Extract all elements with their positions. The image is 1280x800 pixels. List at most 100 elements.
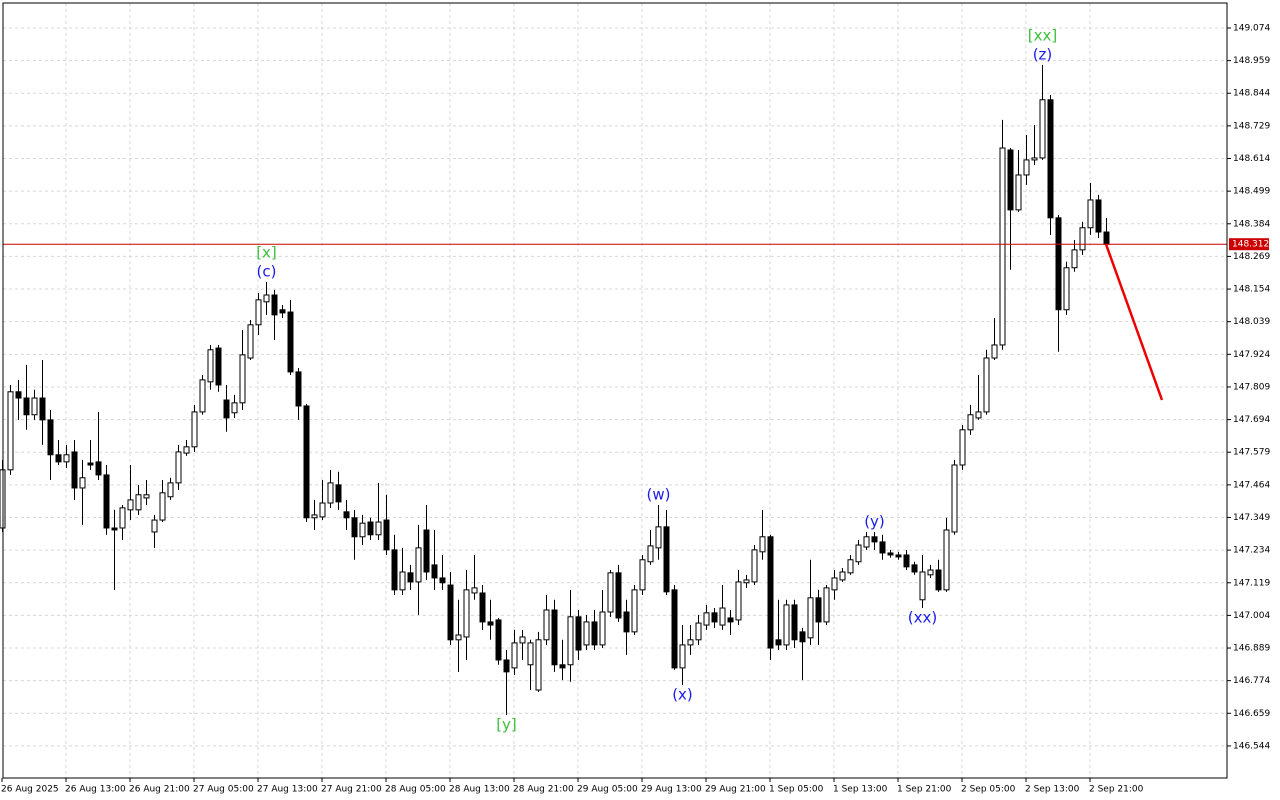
candle-body bbox=[503, 659, 510, 673]
plot: (c)[x] [y] (w) (x) (y) (xx) (z)[xx] bbox=[0, 26, 1227, 734]
candle-body bbox=[295, 371, 302, 407]
candle-body bbox=[471, 587, 478, 594]
x-tick-label: 1 Sep 13:00 bbox=[833, 785, 888, 795]
candle-body bbox=[543, 609, 550, 641]
candle-body bbox=[599, 611, 606, 646]
candle-body bbox=[615, 572, 622, 619]
candle-body bbox=[215, 347, 222, 386]
candle-body bbox=[479, 592, 486, 623]
x-tick-label: 26 Aug 21:00 bbox=[129, 785, 190, 795]
y-tick-label: 148.844 bbox=[1233, 89, 1270, 99]
candle-body bbox=[671, 589, 678, 669]
candle-body bbox=[7, 391, 14, 471]
candle-body bbox=[415, 547, 422, 583]
candle-body bbox=[335, 484, 342, 503]
candle-body bbox=[551, 609, 558, 666]
candle-body bbox=[431, 564, 438, 579]
candle-body bbox=[151, 519, 158, 533]
candle-body bbox=[287, 311, 294, 373]
candle-body bbox=[607, 572, 614, 613]
candle-body bbox=[1023, 159, 1030, 176]
y-tick-label: 147.694 bbox=[1233, 415, 1270, 425]
y-tick-label: 148.499 bbox=[1233, 187, 1270, 197]
x-tick-label: 27 Aug 05:00 bbox=[193, 785, 254, 795]
wave-label: (xx) bbox=[908, 609, 937, 627]
candle-body bbox=[23, 397, 30, 416]
candle-body bbox=[583, 621, 590, 646]
candle-body bbox=[311, 514, 318, 519]
x-tick-label: 27 Aug 13:00 bbox=[257, 785, 318, 795]
candle-body bbox=[495, 619, 502, 661]
candle-body bbox=[679, 644, 686, 669]
y-tick-label: 148.959 bbox=[1233, 56, 1270, 66]
y-tick-label: 148.269 bbox=[1233, 252, 1270, 262]
candle-body bbox=[567, 616, 574, 666]
candle-body bbox=[167, 482, 174, 498]
candle-body bbox=[631, 589, 638, 633]
candle-body bbox=[1047, 99, 1054, 219]
candle-body bbox=[1103, 231, 1110, 245]
candle-body bbox=[559, 664, 566, 669]
y-tick-label: 148.039 bbox=[1233, 317, 1270, 327]
candle-body bbox=[391, 549, 398, 591]
candle-body bbox=[135, 494, 142, 511]
candle-body bbox=[895, 554, 902, 558]
y-tick-label: 148.614 bbox=[1233, 154, 1270, 164]
candle-body bbox=[1007, 149, 1014, 211]
candle-body bbox=[15, 391, 22, 399]
candle-body bbox=[359, 522, 366, 538]
candle-body bbox=[95, 461, 102, 476]
candle-body bbox=[327, 482, 334, 504]
y-tick-label: 148.154 bbox=[1233, 285, 1270, 295]
y-tick-label: 146.544 bbox=[1233, 741, 1270, 751]
candle-body bbox=[1055, 217, 1062, 311]
candle-body bbox=[639, 559, 646, 591]
candle-body bbox=[319, 502, 326, 518]
candle-body bbox=[439, 577, 446, 584]
candle-body bbox=[255, 299, 262, 326]
candle-body bbox=[1079, 227, 1086, 251]
y-tick-label: 146.774 bbox=[1233, 676, 1270, 686]
candle-body bbox=[103, 474, 110, 529]
candle-body bbox=[511, 642, 518, 669]
candle-body bbox=[975, 411, 982, 419]
candle-body bbox=[271, 294, 278, 316]
y-tick-label: 147.119 bbox=[1233, 578, 1270, 588]
candle-body bbox=[487, 621, 494, 626]
candle-body bbox=[663, 526, 670, 593]
candle-body bbox=[159, 492, 166, 521]
wave-label: (w) bbox=[647, 486, 671, 504]
candle-body bbox=[815, 597, 822, 623]
x-tick-label: 29 Aug 13:00 bbox=[641, 785, 702, 795]
x-tick-label: 2 Sep 13:00 bbox=[1025, 785, 1080, 795]
current-price-label: 148.312 bbox=[1232, 240, 1269, 250]
candle-body bbox=[87, 462, 94, 466]
plot-border bbox=[2, 2, 1228, 779]
candle-body bbox=[191, 411, 198, 448]
candle-body bbox=[687, 639, 694, 646]
candle-body bbox=[63, 454, 70, 463]
candle-body bbox=[575, 616, 582, 651]
candle-body bbox=[343, 511, 350, 519]
candle-body bbox=[823, 587, 830, 623]
candle-body bbox=[1087, 199, 1094, 229]
candle-body bbox=[527, 642, 534, 666]
candle-body bbox=[351, 517, 358, 538]
wave-label: [xx] bbox=[1028, 26, 1057, 44]
candle-body bbox=[383, 519, 390, 551]
candle-body bbox=[887, 552, 894, 556]
candle-body bbox=[375, 521, 382, 536]
candle-body bbox=[183, 446, 190, 454]
candle-body bbox=[999, 147, 1006, 346]
candle-body bbox=[719, 607, 726, 626]
candle-body bbox=[743, 579, 750, 584]
x-tick-label: 1 Sep 05:00 bbox=[769, 785, 824, 795]
candle-body bbox=[1039, 99, 1046, 159]
wave-label: (z) bbox=[1033, 45, 1053, 63]
wave-label: [y] bbox=[496, 716, 517, 734]
y-tick-label: 147.464 bbox=[1233, 480, 1270, 490]
candle-body bbox=[399, 571, 406, 591]
candle-body bbox=[519, 636, 526, 644]
candle-body bbox=[79, 477, 86, 489]
